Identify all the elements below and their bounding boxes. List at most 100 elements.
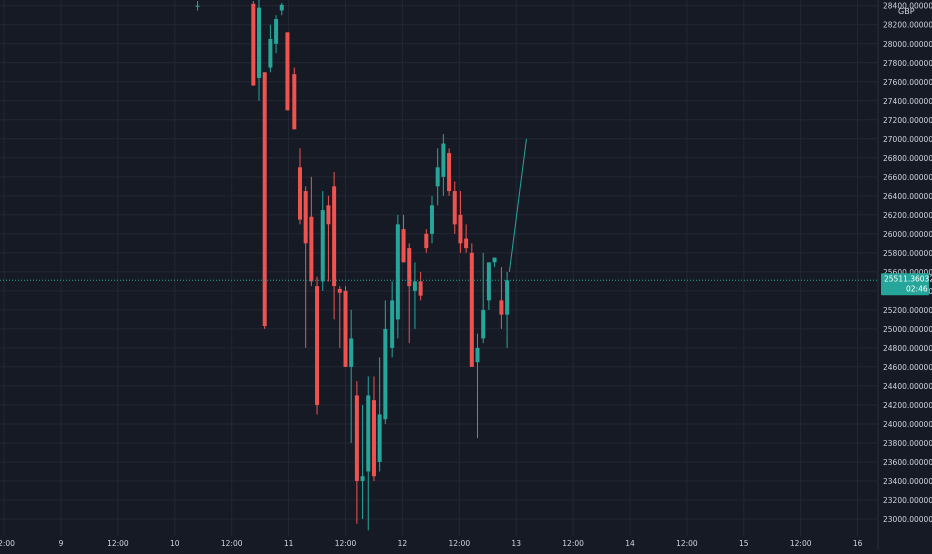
x-tick-label: 12:00 — [221, 539, 243, 548]
y-tick-label: 24600.000000000 — [883, 363, 932, 372]
candle-body — [475, 347, 480, 363]
y-tick-label: 23200.000000000 — [883, 496, 932, 505]
last-price-countdown: 02:46 — [906, 284, 928, 293]
candle-up — [195, 0, 200, 11]
candle-body — [441, 143, 446, 177]
candle-body — [458, 214, 463, 244]
x-tick-label: 10 — [170, 539, 180, 548]
y-tick-label: 23800.000000000 — [883, 439, 932, 448]
candle-body — [412, 281, 417, 291]
x-tick-label: 12:00 — [676, 539, 698, 548]
y-tick-label: 25800.000000000 — [883, 249, 932, 258]
candle-up — [268, 24, 273, 73]
candle-up — [429, 195, 434, 244]
y-tick-label: 27200.000000000 — [883, 116, 932, 125]
projection-line — [508, 138, 527, 272]
candle-body — [303, 191, 308, 244]
candle-down — [469, 243, 474, 367]
grid — [0, 0, 878, 536]
candle-body — [390, 300, 395, 348]
x-tick-label: 15 — [739, 539, 749, 548]
candle-up — [412, 262, 417, 329]
candle-up — [383, 300, 388, 424]
candle-body — [377, 414, 382, 462]
candle-down — [303, 186, 308, 348]
candle-up — [475, 333, 480, 439]
last-price-badge: 25511.36032030 02:46 — [881, 273, 932, 296]
candle-body — [195, 5, 200, 7]
candle-body — [395, 224, 400, 320]
candle-body — [366, 395, 371, 472]
candle-body — [297, 167, 302, 220]
candle-body — [337, 288, 342, 293]
candle-down — [458, 191, 463, 253]
candle-up — [279, 2, 284, 16]
candle-up — [481, 252, 486, 344]
candle-down — [297, 148, 302, 225]
y-tick-label: 26400.000000000 — [883, 192, 932, 201]
y-tick-label: 26000.000000000 — [883, 230, 932, 239]
candle-up — [366, 376, 371, 531]
y-tick-label: 26600.000000000 — [883, 173, 932, 182]
candle-up — [377, 357, 382, 472]
y-tick-label: 23600.000000000 — [883, 458, 932, 467]
candle-down — [447, 148, 452, 196]
candle-body — [354, 395, 359, 481]
candle-body — [349, 338, 354, 367]
last-price-badge-background — [881, 273, 929, 296]
y-tick-label: 26200.000000000 — [883, 211, 932, 220]
candle-body — [499, 300, 504, 315]
candle-down — [292, 67, 297, 130]
x-tick-label: 12:00 — [107, 539, 129, 548]
y-tick-label: 27600.000000000 — [883, 78, 932, 87]
candle-up — [257, 0, 262, 101]
y-tick-label: 23400.000000000 — [883, 477, 932, 486]
candle-body — [309, 216, 314, 282]
y-tick-label: 28400.000000000 — [883, 2, 932, 11]
candle-down — [401, 214, 406, 263]
candle-body — [464, 238, 469, 249]
candle-up — [390, 281, 395, 358]
y-tick-label: 25600.000000000 — [883, 268, 932, 277]
x-tick-label: 13 — [511, 539, 521, 548]
candle-body — [371, 400, 376, 477]
candle-body — [435, 167, 440, 187]
candle-body — [505, 280, 510, 315]
candle-body — [492, 257, 497, 263]
candle-down — [251, 0, 256, 86]
candle-body — [418, 281, 423, 296]
y-tick-label: 28000.000000000 — [883, 40, 932, 49]
candle-body — [407, 248, 412, 287]
candle-body — [481, 309, 486, 339]
candle-body — [486, 262, 491, 301]
candle-up — [360, 404, 365, 519]
y-tick-label: 26800.000000000 — [883, 154, 932, 163]
y-tick-label: 23000.000000000 — [883, 515, 932, 524]
candle-up — [395, 214, 400, 339]
x-tick-label: 14 — [625, 539, 635, 548]
candle-body — [279, 4, 284, 11]
x-tick-label: 12:00 — [0, 539, 15, 548]
x-tick-label: 12:00 — [562, 539, 584, 548]
y-tick-label: 27800.000000000 — [883, 59, 932, 68]
candle-body — [262, 72, 267, 327]
candle-down — [337, 286, 342, 348]
y-tick-label: 25000.000000000 — [883, 325, 932, 334]
x-tick-label: 12:00 — [448, 539, 470, 548]
last-price-value: 25511.36032030 — [884, 274, 932, 283]
candle-down — [332, 172, 337, 320]
candle-down — [418, 271, 423, 301]
candle-body — [326, 205, 331, 225]
candle-down — [262, 72, 267, 329]
time-axis[interactable]: 12:00 9 12:00 10 12:00 11 12:00 12 12:00 13 12:00 1… — [0, 539, 863, 548]
candle-down — [343, 286, 348, 367]
candle-down — [315, 276, 320, 415]
candle-body — [469, 252, 474, 367]
x-tick-label: 9 — [59, 539, 64, 548]
candle-body — [401, 229, 406, 263]
y-tick-label: 28200.000000000 — [883, 21, 932, 30]
y-tick-label: 24800.000000000 — [883, 344, 932, 353]
